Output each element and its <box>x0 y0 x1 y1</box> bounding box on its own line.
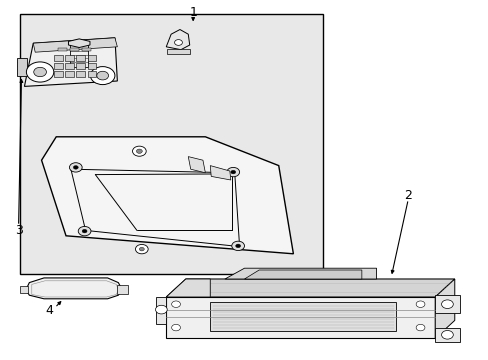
Circle shape <box>136 149 142 153</box>
Bar <box>65 63 74 69</box>
Bar <box>65 71 74 77</box>
Circle shape <box>230 170 235 174</box>
Circle shape <box>235 244 240 248</box>
Bar <box>70 48 79 51</box>
Circle shape <box>97 71 108 80</box>
Bar <box>65 55 74 61</box>
Bar <box>20 286 28 293</box>
Text: 3: 3 <box>15 224 22 237</box>
Polygon shape <box>210 166 230 180</box>
Text: 1: 1 <box>189 6 197 19</box>
Circle shape <box>174 40 182 45</box>
Polygon shape <box>166 30 189 50</box>
Polygon shape <box>167 49 189 54</box>
Text: 2: 2 <box>404 189 411 202</box>
Circle shape <box>78 226 91 236</box>
Polygon shape <box>188 157 205 173</box>
Bar <box>76 71 85 77</box>
Polygon shape <box>166 279 454 297</box>
Polygon shape <box>434 279 454 338</box>
Bar <box>54 55 62 61</box>
Circle shape <box>415 301 424 307</box>
Polygon shape <box>68 39 90 48</box>
Bar <box>117 285 128 294</box>
Bar <box>87 71 96 77</box>
Circle shape <box>69 163 82 172</box>
Circle shape <box>135 244 148 254</box>
Bar <box>87 55 96 61</box>
Circle shape <box>226 167 239 177</box>
Polygon shape <box>41 137 293 254</box>
Bar <box>70 43 88 67</box>
Bar <box>17 58 27 76</box>
Circle shape <box>171 324 180 331</box>
Circle shape <box>415 324 424 331</box>
Bar <box>87 63 96 69</box>
Polygon shape <box>156 297 166 324</box>
Polygon shape <box>244 270 361 279</box>
Polygon shape <box>33 38 117 52</box>
Circle shape <box>132 146 146 156</box>
Circle shape <box>171 301 180 307</box>
Polygon shape <box>434 295 459 313</box>
Polygon shape <box>224 268 376 279</box>
Circle shape <box>90 67 115 85</box>
Circle shape <box>82 229 87 233</box>
Circle shape <box>34 67 46 77</box>
Circle shape <box>441 330 452 339</box>
Bar <box>20 14 322 274</box>
Circle shape <box>441 300 452 309</box>
Bar <box>54 71 62 77</box>
Bar <box>76 63 85 69</box>
Polygon shape <box>166 297 434 338</box>
Bar <box>82 48 91 51</box>
Polygon shape <box>434 328 459 342</box>
Circle shape <box>73 166 78 169</box>
Circle shape <box>155 305 167 314</box>
Bar <box>54 63 62 69</box>
Bar <box>58 48 66 51</box>
Circle shape <box>26 62 54 82</box>
Polygon shape <box>26 278 122 299</box>
Circle shape <box>139 247 144 251</box>
Polygon shape <box>210 302 395 331</box>
Bar <box>76 55 85 61</box>
Polygon shape <box>24 38 117 86</box>
Polygon shape <box>166 279 210 297</box>
Circle shape <box>231 241 244 251</box>
Text: 4: 4 <box>45 304 53 317</box>
